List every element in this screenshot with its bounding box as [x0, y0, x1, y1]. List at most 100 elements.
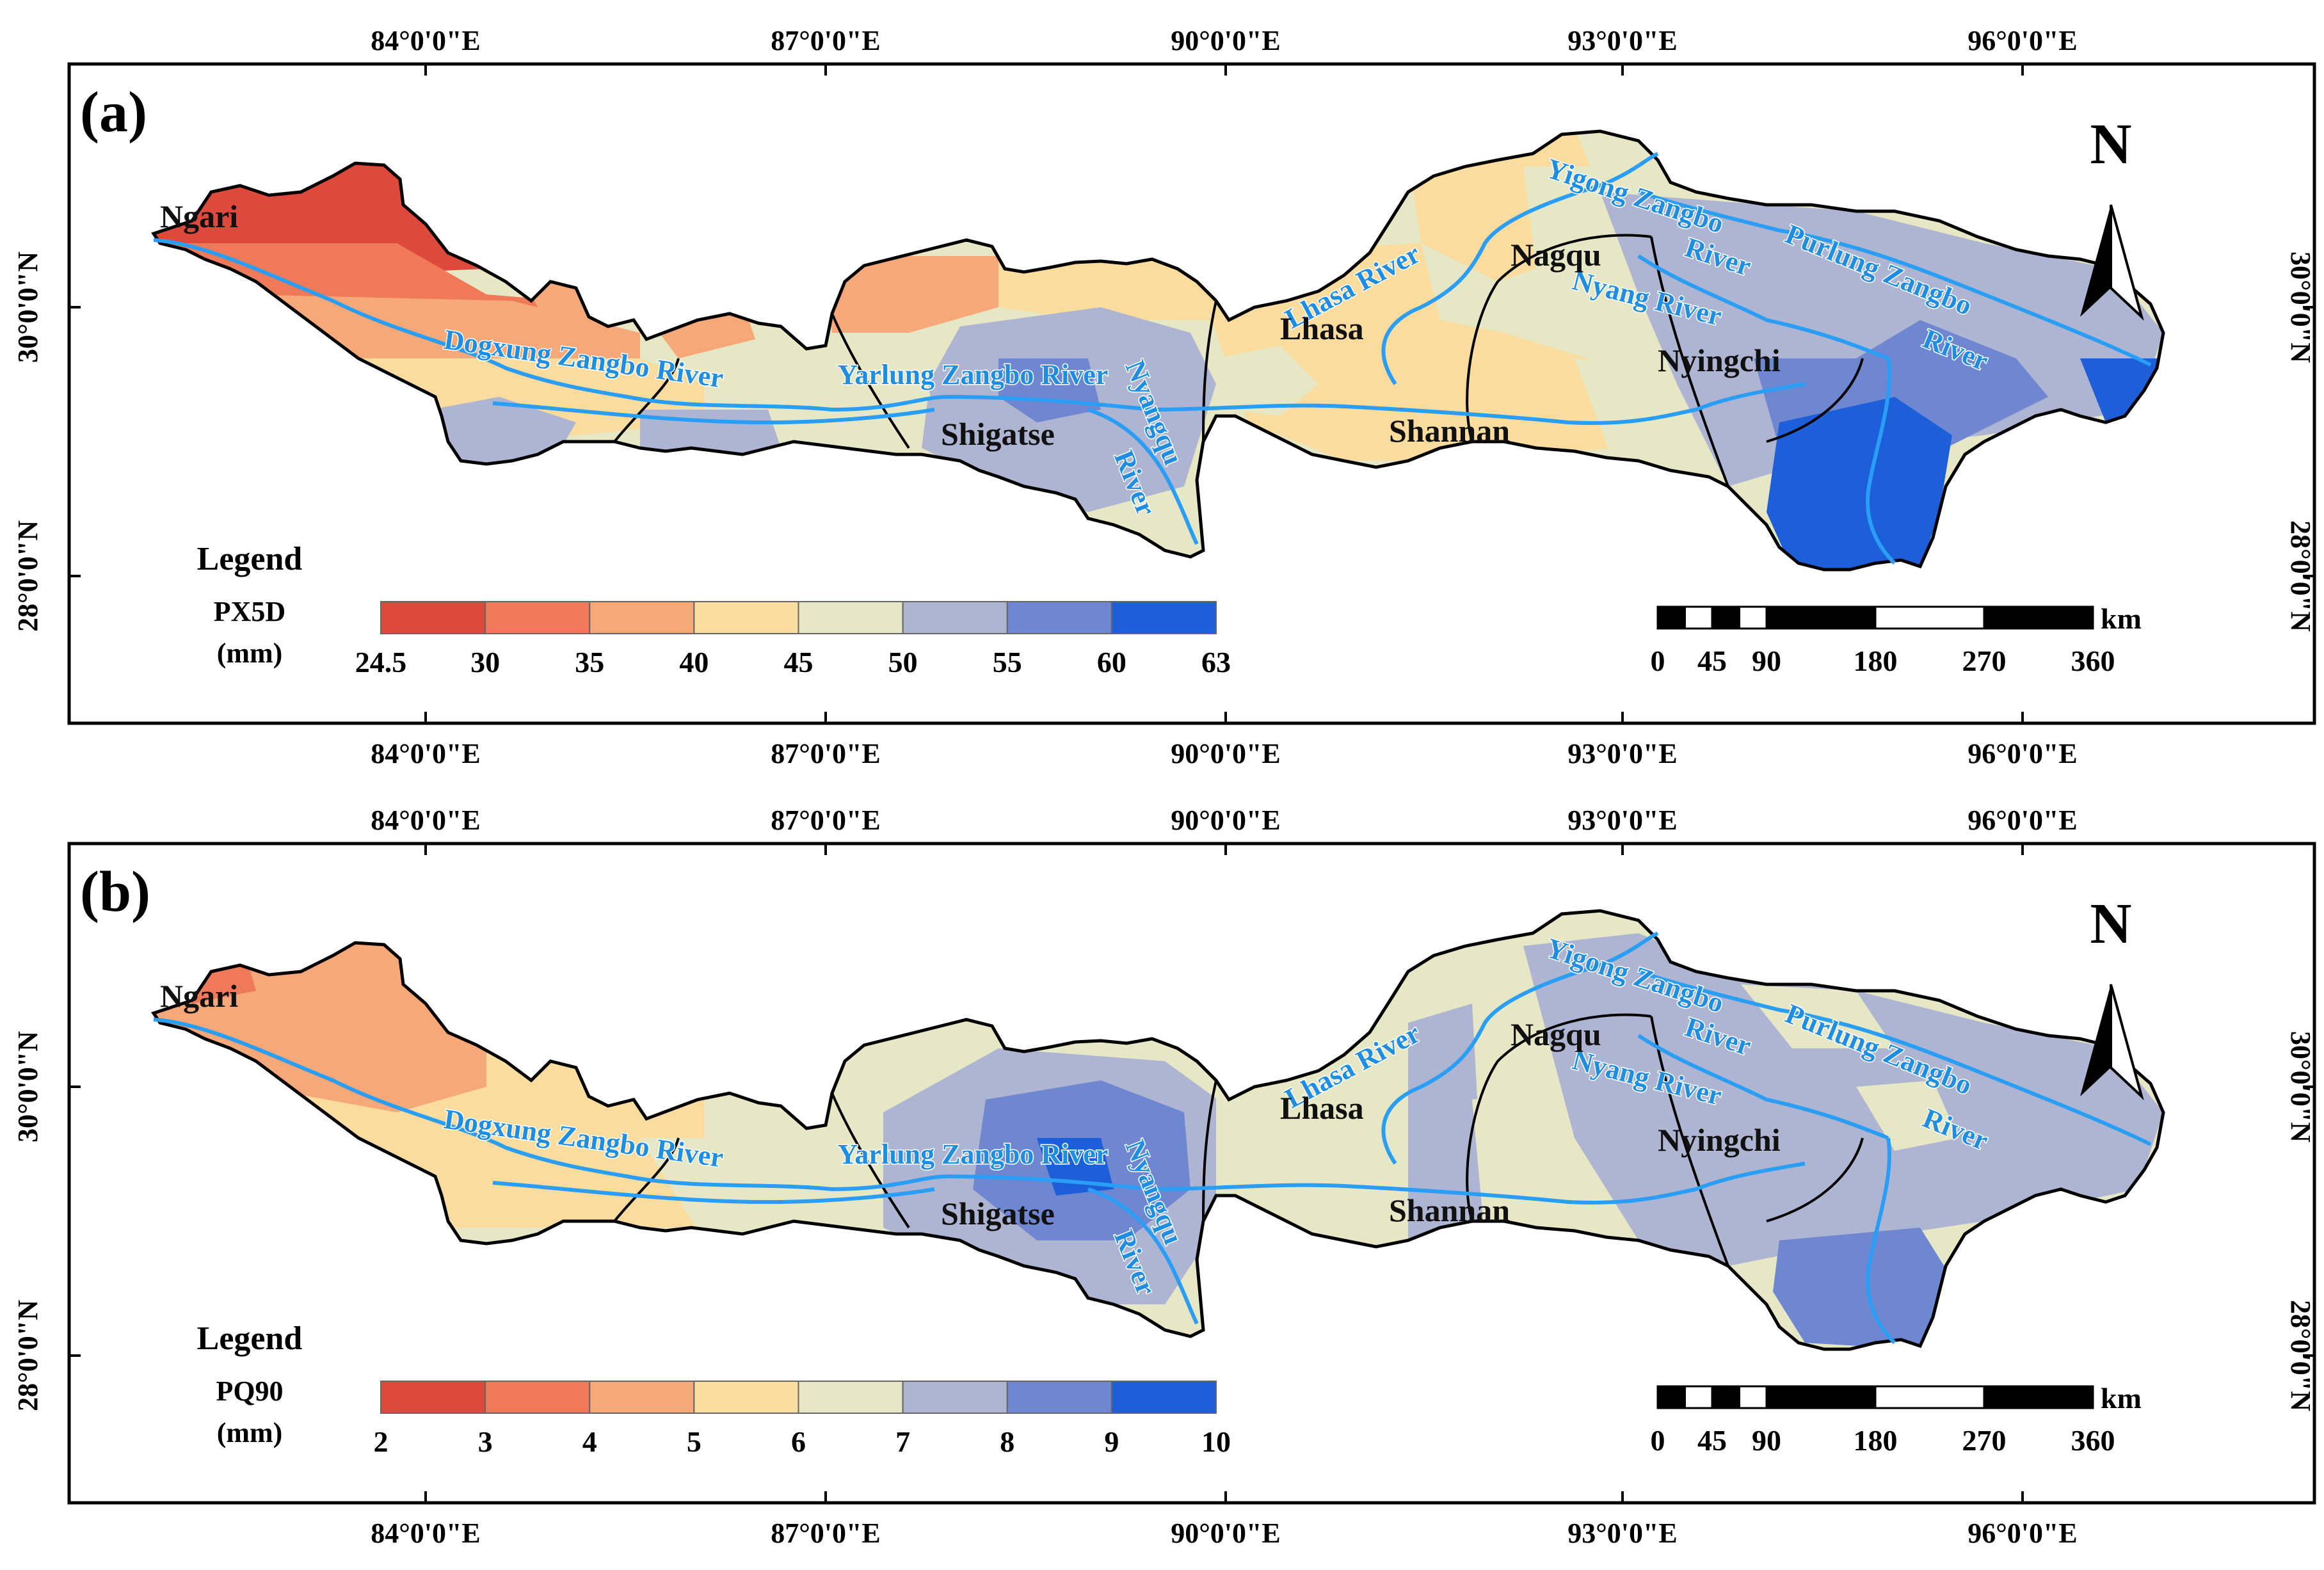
lon-label-top-2: 90°0'0"E: [1171, 25, 1281, 56]
scale-tick-2: 90: [1752, 1424, 1781, 1457]
river-line-3: [1638, 970, 2152, 1146]
lon-label-top-0: 84°0'0"E: [371, 805, 481, 836]
river-label-yarlung: Yarlung Zangbo River: [838, 359, 1109, 390]
river-line-3: [1638, 190, 2152, 367]
lon-label-top-3: 93°0'0"E: [1567, 805, 1678, 836]
legend-break-7: 9: [1104, 1425, 1119, 1458]
legend-swatch-4: [797, 601, 904, 634]
scale-bar-segment-5: [1874, 605, 1985, 630]
legend-break-3: 5: [687, 1425, 701, 1458]
legend-swatch-3: [693, 601, 799, 634]
scale-bar-segment-3: [1738, 1385, 1768, 1409]
prefecture-boundary-2: [1202, 1080, 1217, 1222]
legend-swatch-3: [693, 1381, 799, 1414]
prefecture-boundary-0: [613, 1137, 680, 1222]
legend-break-8: 63: [1201, 646, 1231, 678]
lat-label-right-1: 28°0'0"N: [2285, 520, 2316, 632]
panel-label: (b): [80, 860, 150, 924]
prefecture-boundary-6: [1766, 358, 1864, 443]
legend-break-3: 40: [679, 646, 709, 678]
lat-label-left-1: 28°0'0"N: [12, 520, 44, 632]
lon-label-bottom-0: 84°0'0"E: [371, 738, 481, 769]
legend-title: Legend: [197, 541, 303, 577]
scale-bar-segment-3: [1738, 605, 1768, 630]
prefecture-boundary-4: [1496, 1013, 1652, 1062]
legend-title: Legend: [197, 1320, 303, 1357]
legend-swatch-7: [1110, 601, 1217, 634]
city-label-lhasa: Lhasa: [1280, 310, 1364, 346]
scale-tick-0: 0: [1651, 1424, 1665, 1457]
lon-label-top-2: 90°0'0"E: [1171, 805, 1281, 836]
scale-bar-segment-2: [1711, 605, 1740, 630]
lon-label-bottom-0: 84°0'0"E: [371, 1518, 481, 1549]
city-label-shannan: Shannan: [1389, 413, 1510, 449]
scale-tick-2: 90: [1752, 645, 1781, 677]
raster-zone-13: [998, 358, 1101, 422]
north-arrow-icon: [2080, 205, 2111, 317]
scale-tick-0: 0: [1651, 645, 1665, 677]
scale-tick-4: 270: [1962, 1424, 2007, 1457]
scale-tick-1: 45: [1697, 1424, 1727, 1457]
scale-tick-3: 180: [1854, 645, 1898, 677]
legend-swatch-6: [1006, 601, 1112, 634]
raster-zone-12: [922, 397, 1024, 474]
scale-tick-5: 360: [2071, 645, 2115, 677]
panel-label: (a): [80, 81, 147, 144]
legend-break-6: 55: [993, 646, 1022, 678]
legend-swatch-0: [380, 601, 486, 634]
raster-zone-20: [1767, 397, 1952, 570]
prefecture-boundary-1: [831, 1093, 910, 1229]
north-label: N: [2090, 113, 2132, 176]
river-line-0: [153, 1018, 1806, 1205]
legend-variable: PX5D: [214, 596, 285, 627]
panel-a: Dogxung Zangbo River Yarlung Zangbo River…: [12, 25, 2316, 769]
river-line-6: [1866, 1137, 1896, 1345]
scale-bar-segment-6: [1983, 605, 2094, 630]
city-label-ngari: Ngari: [160, 198, 238, 234]
legend-swatch-2: [589, 1381, 695, 1414]
scale-bar-segment-1: [1684, 605, 1713, 630]
legend-swatch-6: [1006, 1381, 1112, 1414]
city-label-lhasa: Lhasa: [1280, 1090, 1364, 1126]
lon-label-bottom-2: 90°0'0"E: [1171, 738, 1281, 769]
lat-label-right-0: 30°0'0"N: [2285, 252, 2316, 363]
legend-swatch-4: [797, 1381, 904, 1414]
legend-variable: PQ90: [216, 1375, 283, 1407]
legend-break-0: 2: [374, 1425, 389, 1458]
river-line-2: [1381, 152, 1659, 385]
lon-label-bottom-3: 93°0'0"E: [1567, 738, 1678, 769]
basin-outline: [151, 909, 2165, 1351]
north-arrow-icon-outline: [2110, 984, 2144, 1101]
raster-zone-15: [1773, 1228, 1952, 1349]
raster-zone-14: [1856, 1080, 1959, 1151]
north-label: N: [2090, 892, 2132, 956]
legend-break-1: 3: [478, 1425, 493, 1458]
legend-break-1: 30: [470, 646, 500, 678]
prefecture-boundary-3: [1466, 1060, 1499, 1222]
scale-tick-3: 180: [1854, 1424, 1898, 1457]
lat-label-left-1: 28°0'0"N: [12, 1300, 44, 1411]
prefecture-boundary-3: [1466, 280, 1499, 442]
raster-zone-18: [1600, 192, 2163, 486]
north-arrow-icon-outline: [2110, 204, 2144, 321]
lon-label-bottom-1: 87°0'0"E: [771, 738, 881, 769]
legend-swatch-7: [1110, 1381, 1217, 1414]
prefecture-boundary-6: [1766, 1137, 1864, 1222]
legend-unit: (mm): [217, 1417, 283, 1448]
lat-label-right-0: 30°0'0"N: [2285, 1031, 2316, 1142]
scale-bar-segment-6: [1983, 1385, 2094, 1409]
scale-tick-1: 45: [1697, 645, 1727, 677]
panel-b: Dogxung Zangbo River Yarlung Zangbo River…: [12, 805, 2316, 1549]
north-arrow-icon: [2080, 984, 2111, 1096]
lon-label-top-0: 84°0'0"E: [371, 25, 481, 56]
lon-label-bottom-1: 87°0'0"E: [771, 1518, 881, 1549]
legend-swatch-5: [902, 601, 1008, 634]
legend-swatch-1: [485, 1381, 591, 1414]
lon-label-bottom-4: 96°0'0"E: [1967, 1518, 2078, 1549]
lon-label-bottom-4: 96°0'0"E: [1967, 738, 2078, 769]
legend-swatch-2: [589, 601, 695, 634]
legend-break-4: 45: [784, 646, 813, 678]
river-label-yarlung: Yarlung Zangbo River: [838, 1139, 1109, 1170]
river-line-1: [492, 1181, 935, 1205]
